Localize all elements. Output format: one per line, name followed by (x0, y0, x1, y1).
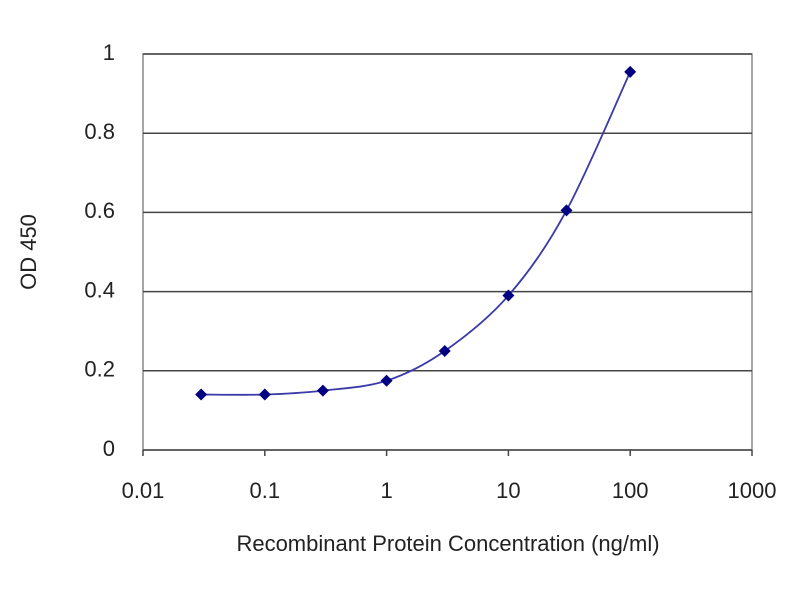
x-tick-label: 100 (612, 478, 649, 503)
data-point (502, 289, 515, 302)
y-axis-label: OD 450 (16, 214, 41, 290)
y-tick-label: 1 (103, 40, 115, 65)
y-tick-label: 0.8 (84, 119, 115, 144)
x-axis-label: Recombinant Protein Concentration (ng/ml… (236, 531, 659, 556)
data-point (624, 65, 637, 78)
x-tick-label: 1000 (728, 478, 777, 503)
data-point (258, 388, 271, 401)
x-tick-label: 10 (496, 478, 520, 503)
x-tick-label: 0.01 (122, 478, 165, 503)
data-point (560, 204, 573, 217)
data-point (316, 384, 329, 397)
plot-area (142, 53, 753, 451)
data-point (380, 374, 393, 387)
y-tick-label: 0.4 (84, 277, 115, 302)
x-tick-label: 0.1 (250, 478, 281, 503)
x-tick-label: 1 (380, 478, 392, 503)
y-tick-label: 0.6 (84, 198, 115, 223)
data-point (438, 345, 451, 357)
data-point (195, 388, 208, 401)
y-tick-label: 0 (103, 436, 115, 461)
y-tick-label: 0.2 (84, 357, 115, 382)
